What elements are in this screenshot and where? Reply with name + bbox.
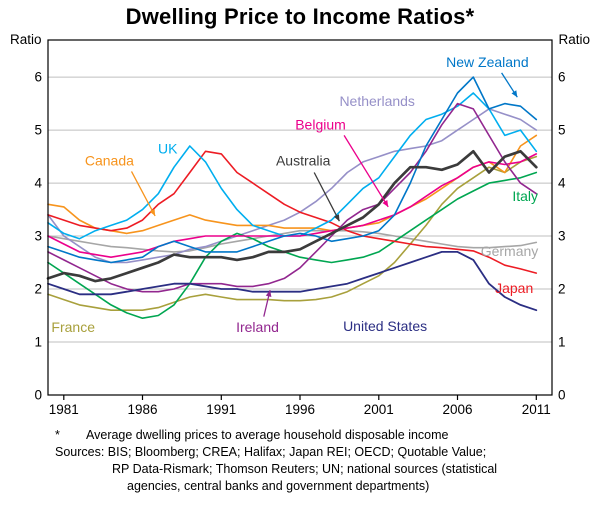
annotation-arrowhead-belgium [382, 200, 389, 207]
annotation-belgium: Belgium [295, 117, 346, 133]
annotation-arrow-belgium [343, 135, 389, 208]
annotation-arrowhead-australia [333, 214, 340, 222]
y-tick-label-left: 2 [34, 282, 42, 297]
y-tick-label-right: 3 [558, 229, 566, 244]
series-line-united-states [47, 250, 538, 312]
series-line-germany [47, 229, 538, 253]
annotation-arrowhead-ireland [265, 290, 272, 297]
annotation-arrow-canada [130, 171, 156, 217]
y-tick-label-left: 1 [34, 335, 42, 350]
y-tick-label-left: 6 [34, 70, 42, 85]
y-tick-label-left: 4 [34, 176, 42, 191]
series-line-australia [46, 149, 538, 283]
y-tick-label-left: 5 [34, 123, 42, 138]
annotation-uk: UK [158, 141, 178, 157]
y-axis-unit-left: Ratio [10, 32, 42, 47]
y-tick-label-right: 5 [558, 123, 566, 138]
series-line-japan [47, 150, 538, 274]
sources-line-2: RP Data-Rismark; Thomson Reuters; UN; na… [112, 462, 498, 476]
series-line-netherlands [47, 108, 538, 264]
x-tick-label: 2011 [522, 402, 551, 417]
x-tick-label: 1991 [206, 402, 236, 417]
annotation-new-zealand: New Zealand [446, 54, 529, 70]
annotation-japan: Japan [495, 280, 533, 296]
footnote-line: * Average dwelling prices to average hou… [55, 427, 563, 444]
y-tick-label-right: 4 [558, 176, 566, 191]
y-tick-label-right: 0 [558, 388, 566, 403]
series-line-new-zealand [47, 76, 538, 264]
x-tick-label: 2001 [364, 402, 394, 417]
sources-line-1: Sources: BIS; Bloomberg; CREA; Halifax; … [55, 445, 487, 459]
sources-line-3: agencies, central banks and government d… [127, 479, 430, 493]
annotation-arrowhead-canada [149, 208, 156, 216]
y-tick-label-right: 1 [558, 335, 566, 350]
series-line-france [47, 155, 538, 312]
annotation-arrow-australia [313, 172, 340, 222]
y-tick-label-left: 3 [34, 229, 42, 244]
x-tick-label: 1996 [285, 402, 315, 417]
chart-title: Dwelling Price to Income Ratios* [125, 4, 475, 29]
annotation-canada: Canada [85, 153, 134, 169]
y-tick-label-right: 2 [558, 282, 566, 297]
x-tick-label: 2006 [442, 402, 472, 417]
series-line-italy [47, 171, 538, 320]
footnotes: * Average dwelling prices to average hou… [55, 427, 563, 495]
annotation-united-states: United States [343, 318, 427, 334]
x-tick-label: 1981 [49, 402, 79, 417]
annotation-italy: Italy [512, 188, 538, 204]
annotation-australia: Australia [276, 153, 331, 169]
series-line-ireland [47, 102, 538, 293]
footnote-marker: * [55, 428, 60, 442]
footnote-text: Average dwelling prices to average house… [86, 428, 449, 442]
annotation-arrowhead-new-zealand [511, 90, 518, 98]
annotation-germany: Germany [481, 243, 539, 259]
y-tick-label-left: 0 [34, 388, 42, 403]
annotation-ireland: Ireland [236, 319, 279, 335]
y-axis-unit-right: Ratio [558, 32, 590, 47]
y-tick-label-right: 6 [558, 70, 566, 85]
annotation-netherlands: Netherlands [339, 93, 415, 109]
annotation-france: France [51, 319, 95, 335]
x-tick-label: 1986 [127, 402, 157, 417]
chart-canvas: 1981 1986 1991 1996 2001 2006 2011 0 0 1 1 2 2 3 3 4 4 5 5… [34, 39, 566, 417]
series-line-belgium [47, 153, 538, 259]
